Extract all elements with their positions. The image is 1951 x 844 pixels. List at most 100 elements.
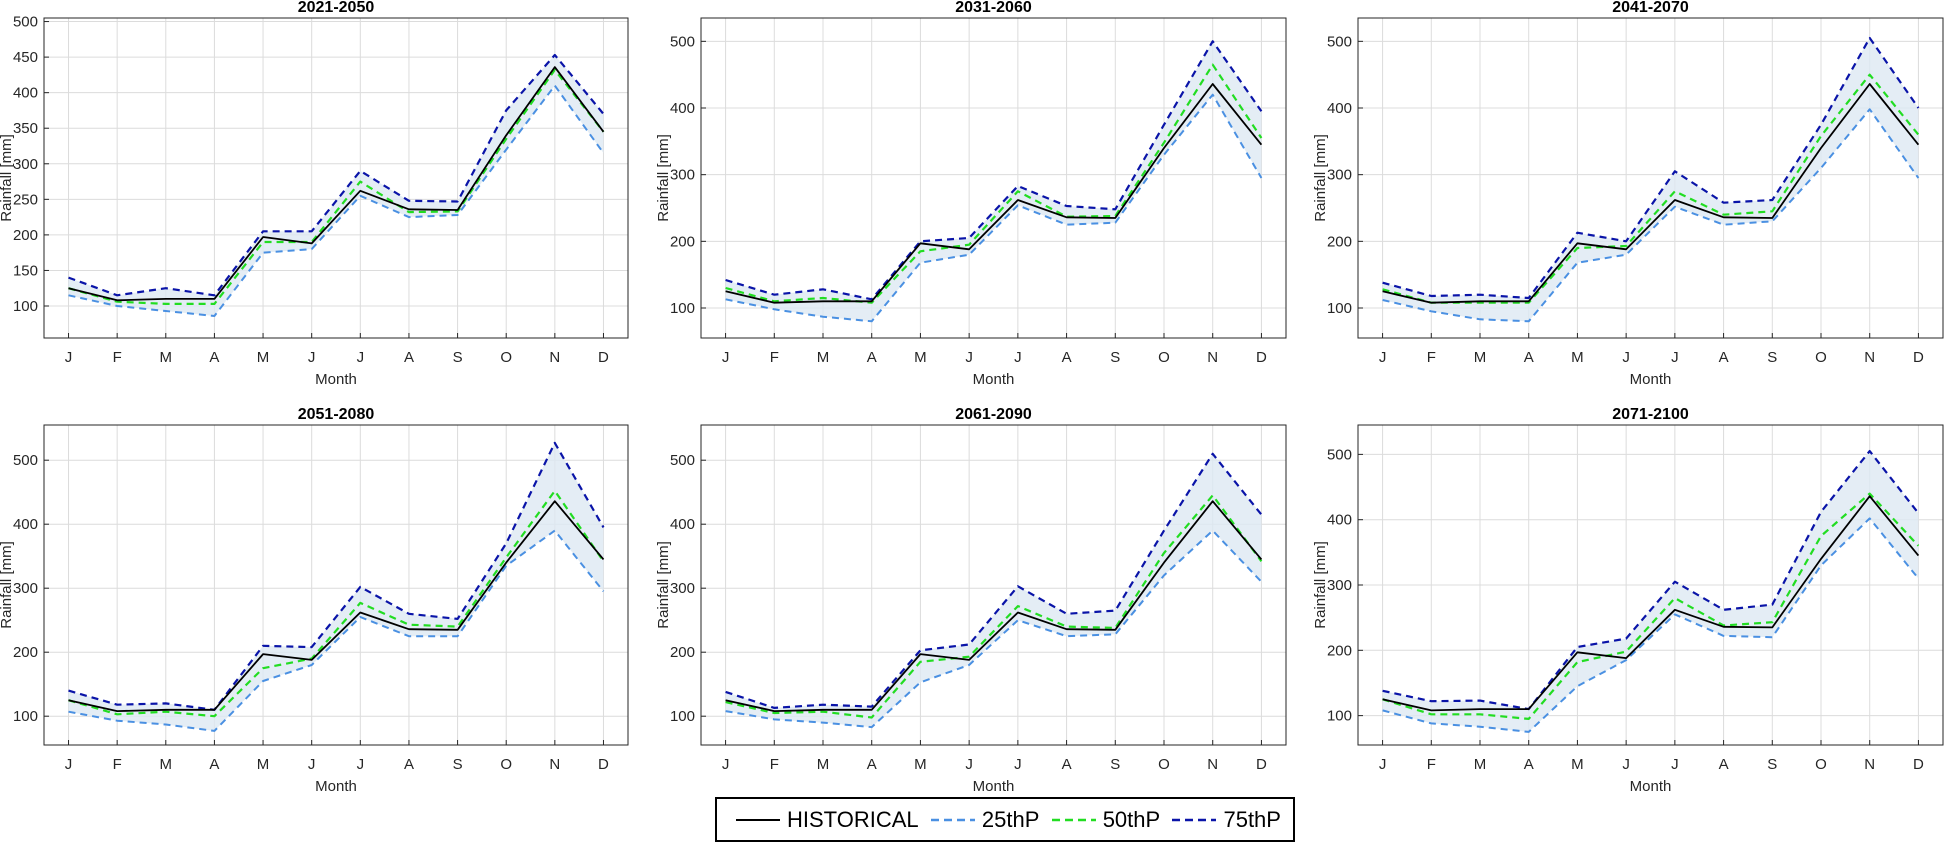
x-tick-label: M bbox=[1474, 756, 1487, 773]
legend-label-75thp: 75thP bbox=[1223, 806, 1281, 832]
y-tick-label: 400 bbox=[670, 100, 695, 117]
y-tick-label: 400 bbox=[13, 516, 38, 533]
x-tick-label: O bbox=[1158, 756, 1170, 773]
x-tick-label: F bbox=[770, 756, 779, 773]
x-tick-label: J bbox=[357, 756, 365, 773]
x-tick-label: J bbox=[65, 756, 73, 773]
x-axis-label: Month bbox=[973, 371, 1015, 388]
y-tick-label: 100 bbox=[13, 708, 38, 725]
axes-box bbox=[1357, 17, 1944, 339]
y-tick-label: 200 bbox=[13, 644, 38, 661]
x-tick-label: M bbox=[160, 349, 173, 366]
x-tick-label: S bbox=[1110, 756, 1120, 773]
legend-item-50thp: 50thP bbox=[1051, 807, 1160, 833]
percentile-band bbox=[725, 41, 1262, 322]
y-tick-label: 400 bbox=[1327, 100, 1352, 117]
series-line-p25 bbox=[725, 93, 1263, 323]
y-axis-label: Rainfall [mm] bbox=[0, 541, 15, 629]
chart-title: 2051-2080 bbox=[298, 406, 375, 423]
x-tick-label: A bbox=[1524, 756, 1534, 773]
y-tick-label: 500 bbox=[13, 14, 38, 31]
x-tick-label: A bbox=[1719, 349, 1729, 366]
x-tick-label: F bbox=[770, 349, 779, 366]
legend: HISTORICAL 25thP 50thP 75thP bbox=[715, 797, 1295, 842]
x-tick-label: M bbox=[914, 756, 927, 773]
x-tick-label: A bbox=[1062, 349, 1072, 366]
x-tick-label: N bbox=[549, 756, 560, 773]
y-tick-label: 100 bbox=[670, 708, 695, 725]
percentile-band bbox=[1382, 38, 1919, 322]
percentile-band bbox=[68, 442, 604, 731]
series-line-p75 bbox=[1382, 36, 1920, 300]
chart-panel-1: J F M A M J J A S O N D 100 150 200 250 300 350 400 450 500 2… bbox=[0, 0, 629, 388]
chart-title: 2061-2090 bbox=[955, 406, 1032, 423]
series-line-p50 bbox=[725, 494, 1263, 719]
x-tick-label: J bbox=[1671, 349, 1679, 366]
chart-title: 2031-2060 bbox=[955, 0, 1032, 16]
x-tick-label: M bbox=[160, 756, 173, 773]
y-tick-label: 200 bbox=[670, 644, 695, 661]
x-axis-label: Month bbox=[315, 371, 357, 388]
y-tick-label: 150 bbox=[13, 262, 38, 279]
axes-box bbox=[43, 17, 629, 339]
x-tick-label: D bbox=[598, 756, 609, 773]
x-tick-label: D bbox=[1256, 756, 1267, 773]
x-tick-label: M bbox=[1571, 756, 1584, 773]
y-tick-label: 300 bbox=[13, 580, 38, 597]
series-line-p75 bbox=[68, 441, 605, 711]
axes-box bbox=[700, 424, 1287, 746]
legend-line-25thp bbox=[930, 818, 975, 821]
x-tick-label: J bbox=[965, 349, 973, 366]
plot-area bbox=[44, 425, 628, 745]
x-tick-label: M bbox=[1571, 349, 1584, 366]
series-line-historical bbox=[68, 66, 605, 302]
percentile-band bbox=[725, 453, 1262, 728]
series-line-p75 bbox=[1382, 450, 1920, 711]
x-tick-label: F bbox=[113, 349, 122, 366]
y-tick-label: 400 bbox=[670, 516, 695, 533]
chart-panel-2: J F M A M J J A S O N D 100 200 300 400 500 2031-2060 Mont… bbox=[655, 0, 1287, 388]
y-tick-label: 200 bbox=[13, 227, 38, 244]
y-tick-label: 100 bbox=[1327, 708, 1352, 725]
y-tick-label: 500 bbox=[1327, 446, 1352, 463]
x-tick-label: M bbox=[1474, 349, 1487, 366]
y-tick-label: 500 bbox=[1327, 33, 1352, 50]
x-tick-label: A bbox=[867, 756, 877, 773]
y-axis-label: Rainfall [mm] bbox=[1312, 541, 1329, 629]
x-tick-label: N bbox=[1207, 756, 1218, 773]
series-line-p50 bbox=[725, 63, 1263, 304]
y-axis-label: Rainfall [mm] bbox=[0, 134, 15, 222]
x-tick-label: A bbox=[404, 756, 414, 773]
chart-title: 2071-2100 bbox=[1612, 406, 1689, 423]
series-line-historical bbox=[1382, 83, 1920, 304]
x-tick-label: J bbox=[965, 756, 973, 773]
x-tick-label: J bbox=[308, 349, 316, 366]
y-tick-label: 200 bbox=[670, 233, 695, 250]
x-tick-label: D bbox=[598, 349, 609, 366]
x-tick-label: J bbox=[1671, 756, 1679, 773]
x-tick-label: N bbox=[1864, 756, 1875, 773]
x-tick-label: O bbox=[1158, 349, 1170, 366]
y-tick-label: 500 bbox=[13, 452, 38, 469]
x-axis-label: Month bbox=[1630, 778, 1672, 795]
series-line-historical bbox=[68, 500, 605, 712]
legend-label-25thp: 25thP bbox=[981, 806, 1040, 832]
x-tick-label: D bbox=[1256, 349, 1267, 366]
x-tick-label: J bbox=[1379, 349, 1387, 366]
x-tick-label: S bbox=[453, 756, 463, 773]
x-tick-label: J bbox=[1622, 349, 1630, 366]
series-line-p75 bbox=[68, 53, 605, 297]
percentile-band bbox=[68, 55, 604, 316]
y-tick-label: 350 bbox=[13, 120, 38, 137]
series-line-p25 bbox=[68, 529, 605, 732]
y-tick-label: 250 bbox=[13, 191, 38, 208]
x-tick-label: J bbox=[1014, 349, 1022, 366]
plot-area bbox=[44, 18, 628, 338]
x-axis-label: Month bbox=[1630, 371, 1672, 388]
legend-line-historical bbox=[736, 818, 780, 821]
y-tick-label: 500 bbox=[670, 33, 695, 50]
x-axis-label: Month bbox=[973, 778, 1015, 795]
chart-panel-6: J F M A M J J A S O N D 100 200 300 400 500 2071-2100 Mont… bbox=[1312, 406, 1944, 795]
y-tick-label: 300 bbox=[670, 167, 695, 184]
